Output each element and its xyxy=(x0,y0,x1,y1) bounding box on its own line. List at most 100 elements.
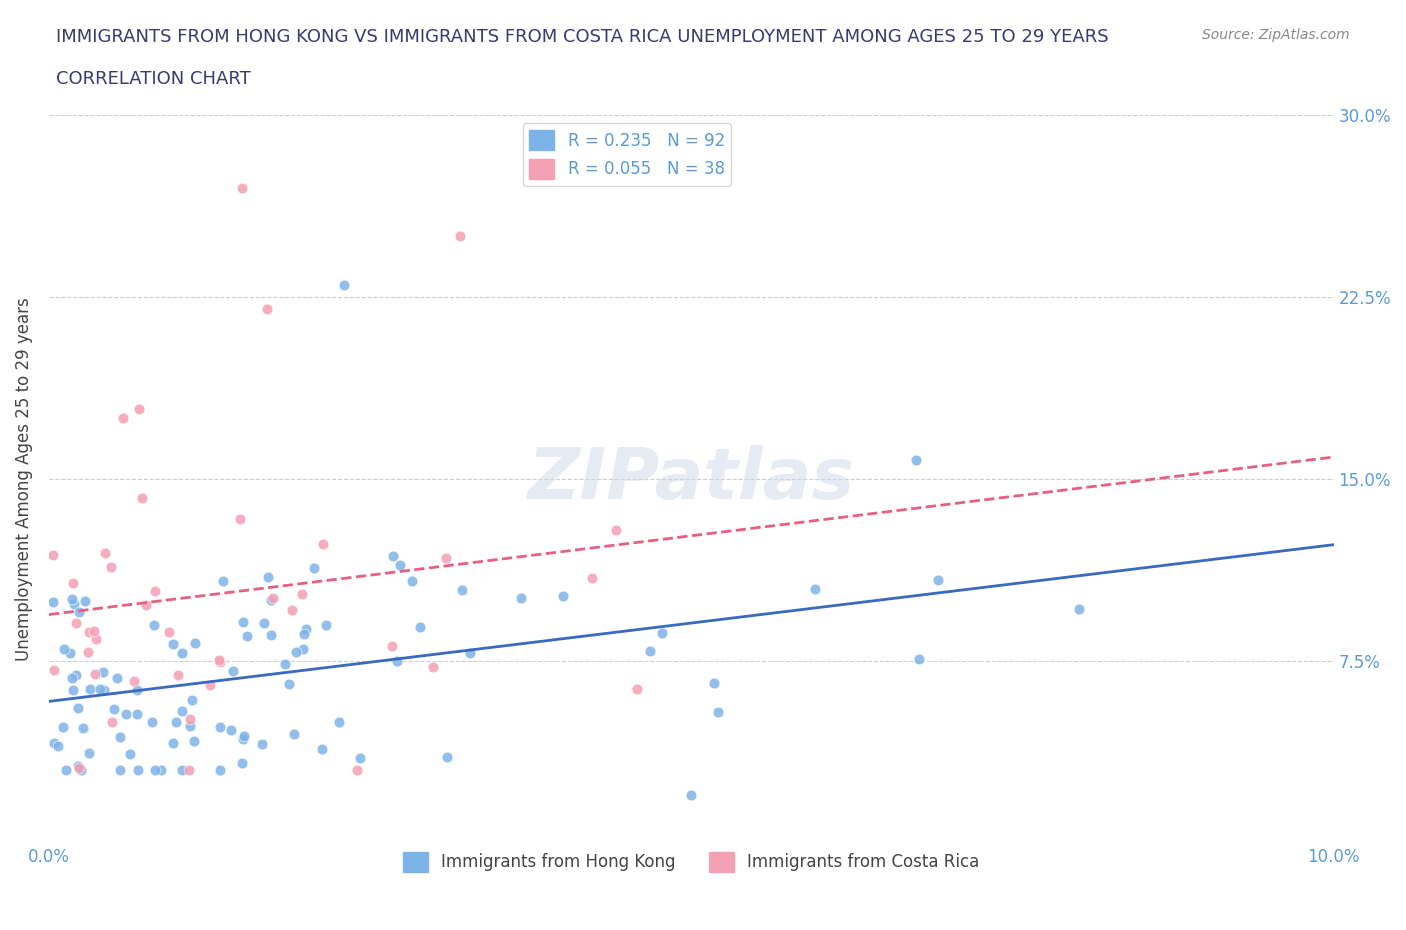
Text: CORRELATION CHART: CORRELATION CHART xyxy=(56,70,252,87)
Point xyxy=(89,682,111,697)
Point xyxy=(551,589,574,604)
Point xyxy=(114,706,136,721)
Point xyxy=(70,763,93,777)
Point xyxy=(229,512,252,526)
Point xyxy=(84,667,107,682)
Point xyxy=(208,653,231,668)
Point xyxy=(143,763,166,777)
Point xyxy=(103,701,125,716)
Point xyxy=(208,763,231,777)
Point xyxy=(346,763,368,777)
Point xyxy=(42,736,65,751)
Point xyxy=(311,741,333,756)
Point xyxy=(63,597,86,612)
Point xyxy=(651,625,673,640)
Point xyxy=(62,683,84,698)
Point xyxy=(256,301,278,316)
Point xyxy=(67,604,90,619)
Point xyxy=(179,719,201,734)
Point xyxy=(83,623,105,638)
Point xyxy=(315,618,337,632)
Point xyxy=(108,763,131,777)
Point xyxy=(581,571,603,586)
Point xyxy=(165,714,187,729)
Point xyxy=(145,584,167,599)
Point xyxy=(127,707,149,722)
Point xyxy=(231,180,253,195)
Point xyxy=(904,452,927,467)
Point xyxy=(382,549,405,564)
Point xyxy=(385,653,408,668)
Legend: Immigrants from Hong Kong, Immigrants from Costa Rica: Immigrants from Hong Kong, Immigrants fr… xyxy=(396,844,986,879)
Y-axis label: Unemployment Among Ages 25 to 29 years: Unemployment Among Ages 25 to 29 years xyxy=(15,298,32,661)
Point xyxy=(67,700,90,715)
Point xyxy=(172,703,194,718)
Point xyxy=(179,763,201,777)
Point xyxy=(328,715,350,730)
Point xyxy=(77,644,100,659)
Point xyxy=(436,750,458,764)
Point xyxy=(162,736,184,751)
Point xyxy=(149,763,172,777)
Point xyxy=(60,592,83,607)
Point xyxy=(141,715,163,730)
Point xyxy=(67,759,90,774)
Point xyxy=(311,537,333,551)
Point xyxy=(122,673,145,688)
Point xyxy=(131,491,153,506)
Point xyxy=(142,618,165,632)
Point xyxy=(409,620,432,635)
Text: ZIPatlas: ZIPatlas xyxy=(527,445,855,513)
Point xyxy=(42,595,65,610)
Point xyxy=(292,627,315,642)
Point xyxy=(1067,602,1090,617)
Point xyxy=(605,523,627,538)
Point xyxy=(294,622,316,637)
Point xyxy=(46,739,69,754)
Point xyxy=(703,676,725,691)
Text: IMMIGRANTS FROM HONG KONG VS IMMIGRANTS FROM COSTA RICA UNEMPLOYMENT AMONG AGES : IMMIGRANTS FROM HONG KONG VS IMMIGRANTS … xyxy=(56,28,1109,46)
Point xyxy=(927,572,949,587)
Point xyxy=(183,734,205,749)
Point xyxy=(112,411,135,426)
Point xyxy=(84,631,107,646)
Point xyxy=(60,671,83,685)
Point xyxy=(72,720,94,735)
Point xyxy=(184,635,207,650)
Point xyxy=(626,682,648,697)
Point xyxy=(79,682,101,697)
Point xyxy=(451,583,474,598)
Point xyxy=(42,662,65,677)
Point xyxy=(509,590,531,604)
Point xyxy=(170,645,193,660)
Point xyxy=(262,591,284,605)
Point xyxy=(349,751,371,765)
Point xyxy=(274,657,297,671)
Point xyxy=(260,628,283,643)
Point xyxy=(458,646,481,661)
Point xyxy=(42,548,65,563)
Point xyxy=(198,677,221,692)
Point xyxy=(179,711,201,726)
Point xyxy=(93,682,115,697)
Point xyxy=(125,683,148,698)
Point xyxy=(281,603,304,618)
Point xyxy=(100,714,122,729)
Point xyxy=(55,763,77,777)
Point xyxy=(233,728,256,743)
Point xyxy=(65,668,87,683)
Point xyxy=(53,642,76,657)
Point xyxy=(257,570,280,585)
Point xyxy=(181,693,204,708)
Point xyxy=(77,746,100,761)
Point xyxy=(283,726,305,741)
Point xyxy=(681,787,703,802)
Point xyxy=(94,545,117,560)
Point xyxy=(231,756,253,771)
Point xyxy=(388,557,411,572)
Point xyxy=(65,616,87,631)
Point xyxy=(260,592,283,607)
Point xyxy=(127,763,149,777)
Point xyxy=(62,576,84,591)
Point xyxy=(252,737,274,751)
